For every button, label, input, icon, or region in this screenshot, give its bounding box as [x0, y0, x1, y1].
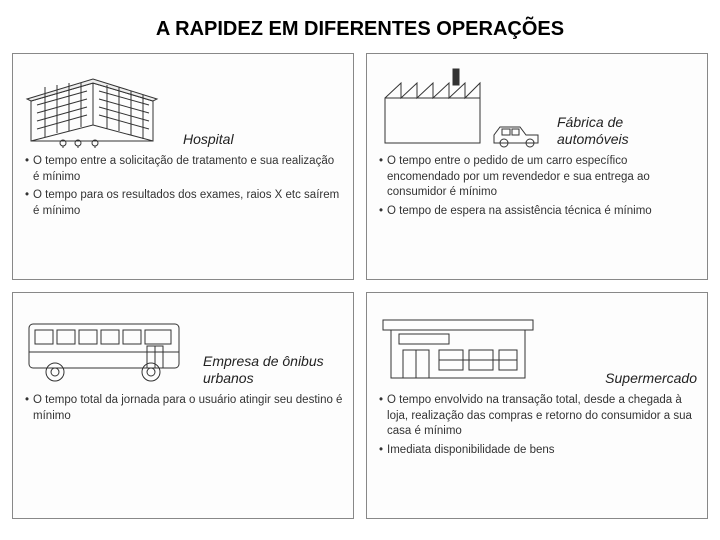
panel-bus-bullets: O tempo total da jornada para o usuário …	[23, 393, 343, 427]
panel-hospital-bullets: O tempo entre a solicitação de tratament…	[23, 154, 343, 222]
hospital-icon	[23, 63, 173, 148]
bullet: O tempo envolvido na transação total, de…	[379, 393, 697, 440]
bullet: O tempo entre a solicitação de tratament…	[25, 154, 343, 185]
panel-bus-label: Empresa de ônibus urbanos	[203, 353, 343, 387]
panel-factory-top: Fábrica de automóveis	[377, 60, 697, 148]
panel-factory-label: Fábrica de automóveis	[557, 114, 697, 148]
panel-supermarket-top: Supermercado	[377, 299, 697, 387]
panel-hospital-top: Hospital	[23, 60, 343, 148]
panel-bus-top: Empresa de ônibus urbanos	[23, 299, 343, 387]
bullet: Imediata disponibilidade de bens	[379, 443, 697, 459]
panel-factory-bullets: O tempo entre o pedido de um carro espec…	[377, 154, 697, 222]
panel-supermarket-bullets: O tempo envolvido na transação total, de…	[377, 393, 697, 461]
page-title: A RAPIDEZ EM DIFERENTES OPERAÇÕES	[0, 0, 720, 53]
bullet: O tempo de espera na assistência técnica…	[379, 204, 697, 220]
panel-grid: Hospital O tempo entre a solicitação de …	[0, 53, 720, 531]
panel-supermarket: Supermercado O tempo envolvido na transa…	[366, 292, 708, 519]
factory-icon	[377, 63, 547, 148]
panel-bus: Empresa de ônibus urbanos O tempo total …	[12, 292, 354, 519]
panel-hospital-label: Hospital	[183, 131, 234, 148]
bullet: O tempo entre o pedido de um carro espec…	[379, 154, 697, 201]
bullet: O tempo para os resultados dos exames, r…	[25, 188, 343, 219]
bus-icon	[23, 302, 193, 387]
panel-supermarket-label: Supermercado	[605, 370, 697, 387]
bullet: O tempo total da jornada para o usuário …	[25, 393, 343, 424]
supermarket-icon	[377, 302, 542, 387]
panel-factory: Fábrica de automóveis O tempo entre o pe…	[366, 53, 708, 280]
panel-hospital: Hospital O tempo entre a solicitação de …	[12, 53, 354, 280]
